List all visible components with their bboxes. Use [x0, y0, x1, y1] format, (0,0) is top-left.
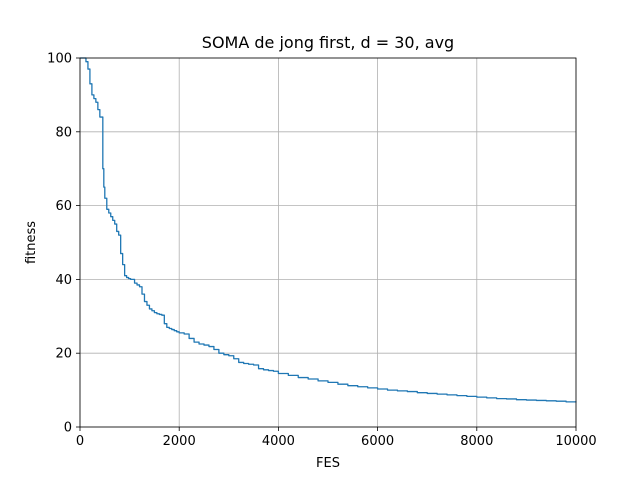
y-tick-label: 0	[64, 421, 72, 436]
series-line	[80, 57, 577, 403]
x-tick-label: 0	[76, 434, 84, 449]
series-layer	[80, 57, 577, 403]
y-tick-label: 100	[47, 52, 72, 67]
x-tick-label: 4000	[262, 434, 295, 449]
y-tick-label: 40	[55, 273, 72, 288]
x-tick-label: 10000	[555, 434, 596, 449]
y-axis-label: fitness	[24, 221, 39, 264]
x-tick-label: 6000	[361, 434, 394, 449]
x-tick-label: 8000	[460, 434, 493, 449]
axis-ticks: 0 2000 4000 6000 8000 10000 0 20 40 60 80 100	[47, 52, 597, 450]
x-tick-label: 2000	[163, 434, 196, 449]
y-tick-label: 20	[55, 347, 72, 362]
x-axis-label: FES	[316, 456, 340, 471]
plot-frame	[79, 57, 577, 428]
y-tick-label: 60	[55, 199, 72, 214]
y-tick-label: 80	[55, 125, 72, 140]
chart-title: SOMA de jong first, d = 30, avg	[202, 33, 454, 52]
